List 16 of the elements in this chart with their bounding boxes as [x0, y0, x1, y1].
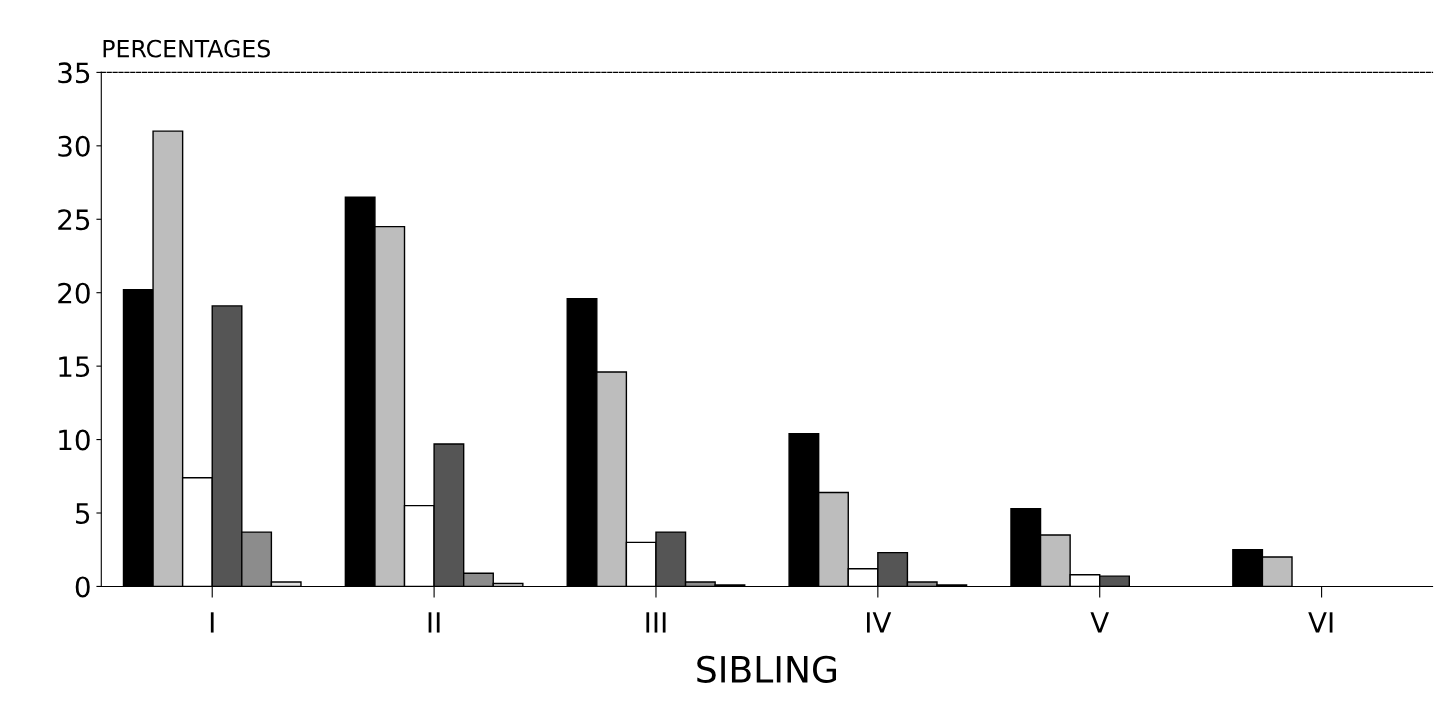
y-tick-label: 30: [58, 135, 90, 157]
y-tick-label: 20: [58, 282, 90, 304]
y-tick-label: 35: [58, 62, 90, 84]
x-tick-label: I: [210, 612, 214, 633]
y-tick-label: 10: [59, 429, 90, 451]
x-axis-title: SIBLING: [697, 655, 836, 683]
x-tick-label: II: [428, 612, 440, 633]
y-tick-label: 15: [59, 356, 90, 378]
y-tick-label: 5: [76, 503, 90, 524]
y-axis-title: PERCENTAGES: [103, 39, 270, 58]
y-tick-label: 25: [58, 209, 90, 231]
y-tick-label: 0: [75, 576, 90, 598]
x-tick-label: III: [646, 612, 666, 633]
x-tick-label: VI: [1308, 612, 1333, 633]
x-tick-label: V: [1090, 612, 1109, 633]
x-tick-label: IV: [866, 612, 892, 633]
